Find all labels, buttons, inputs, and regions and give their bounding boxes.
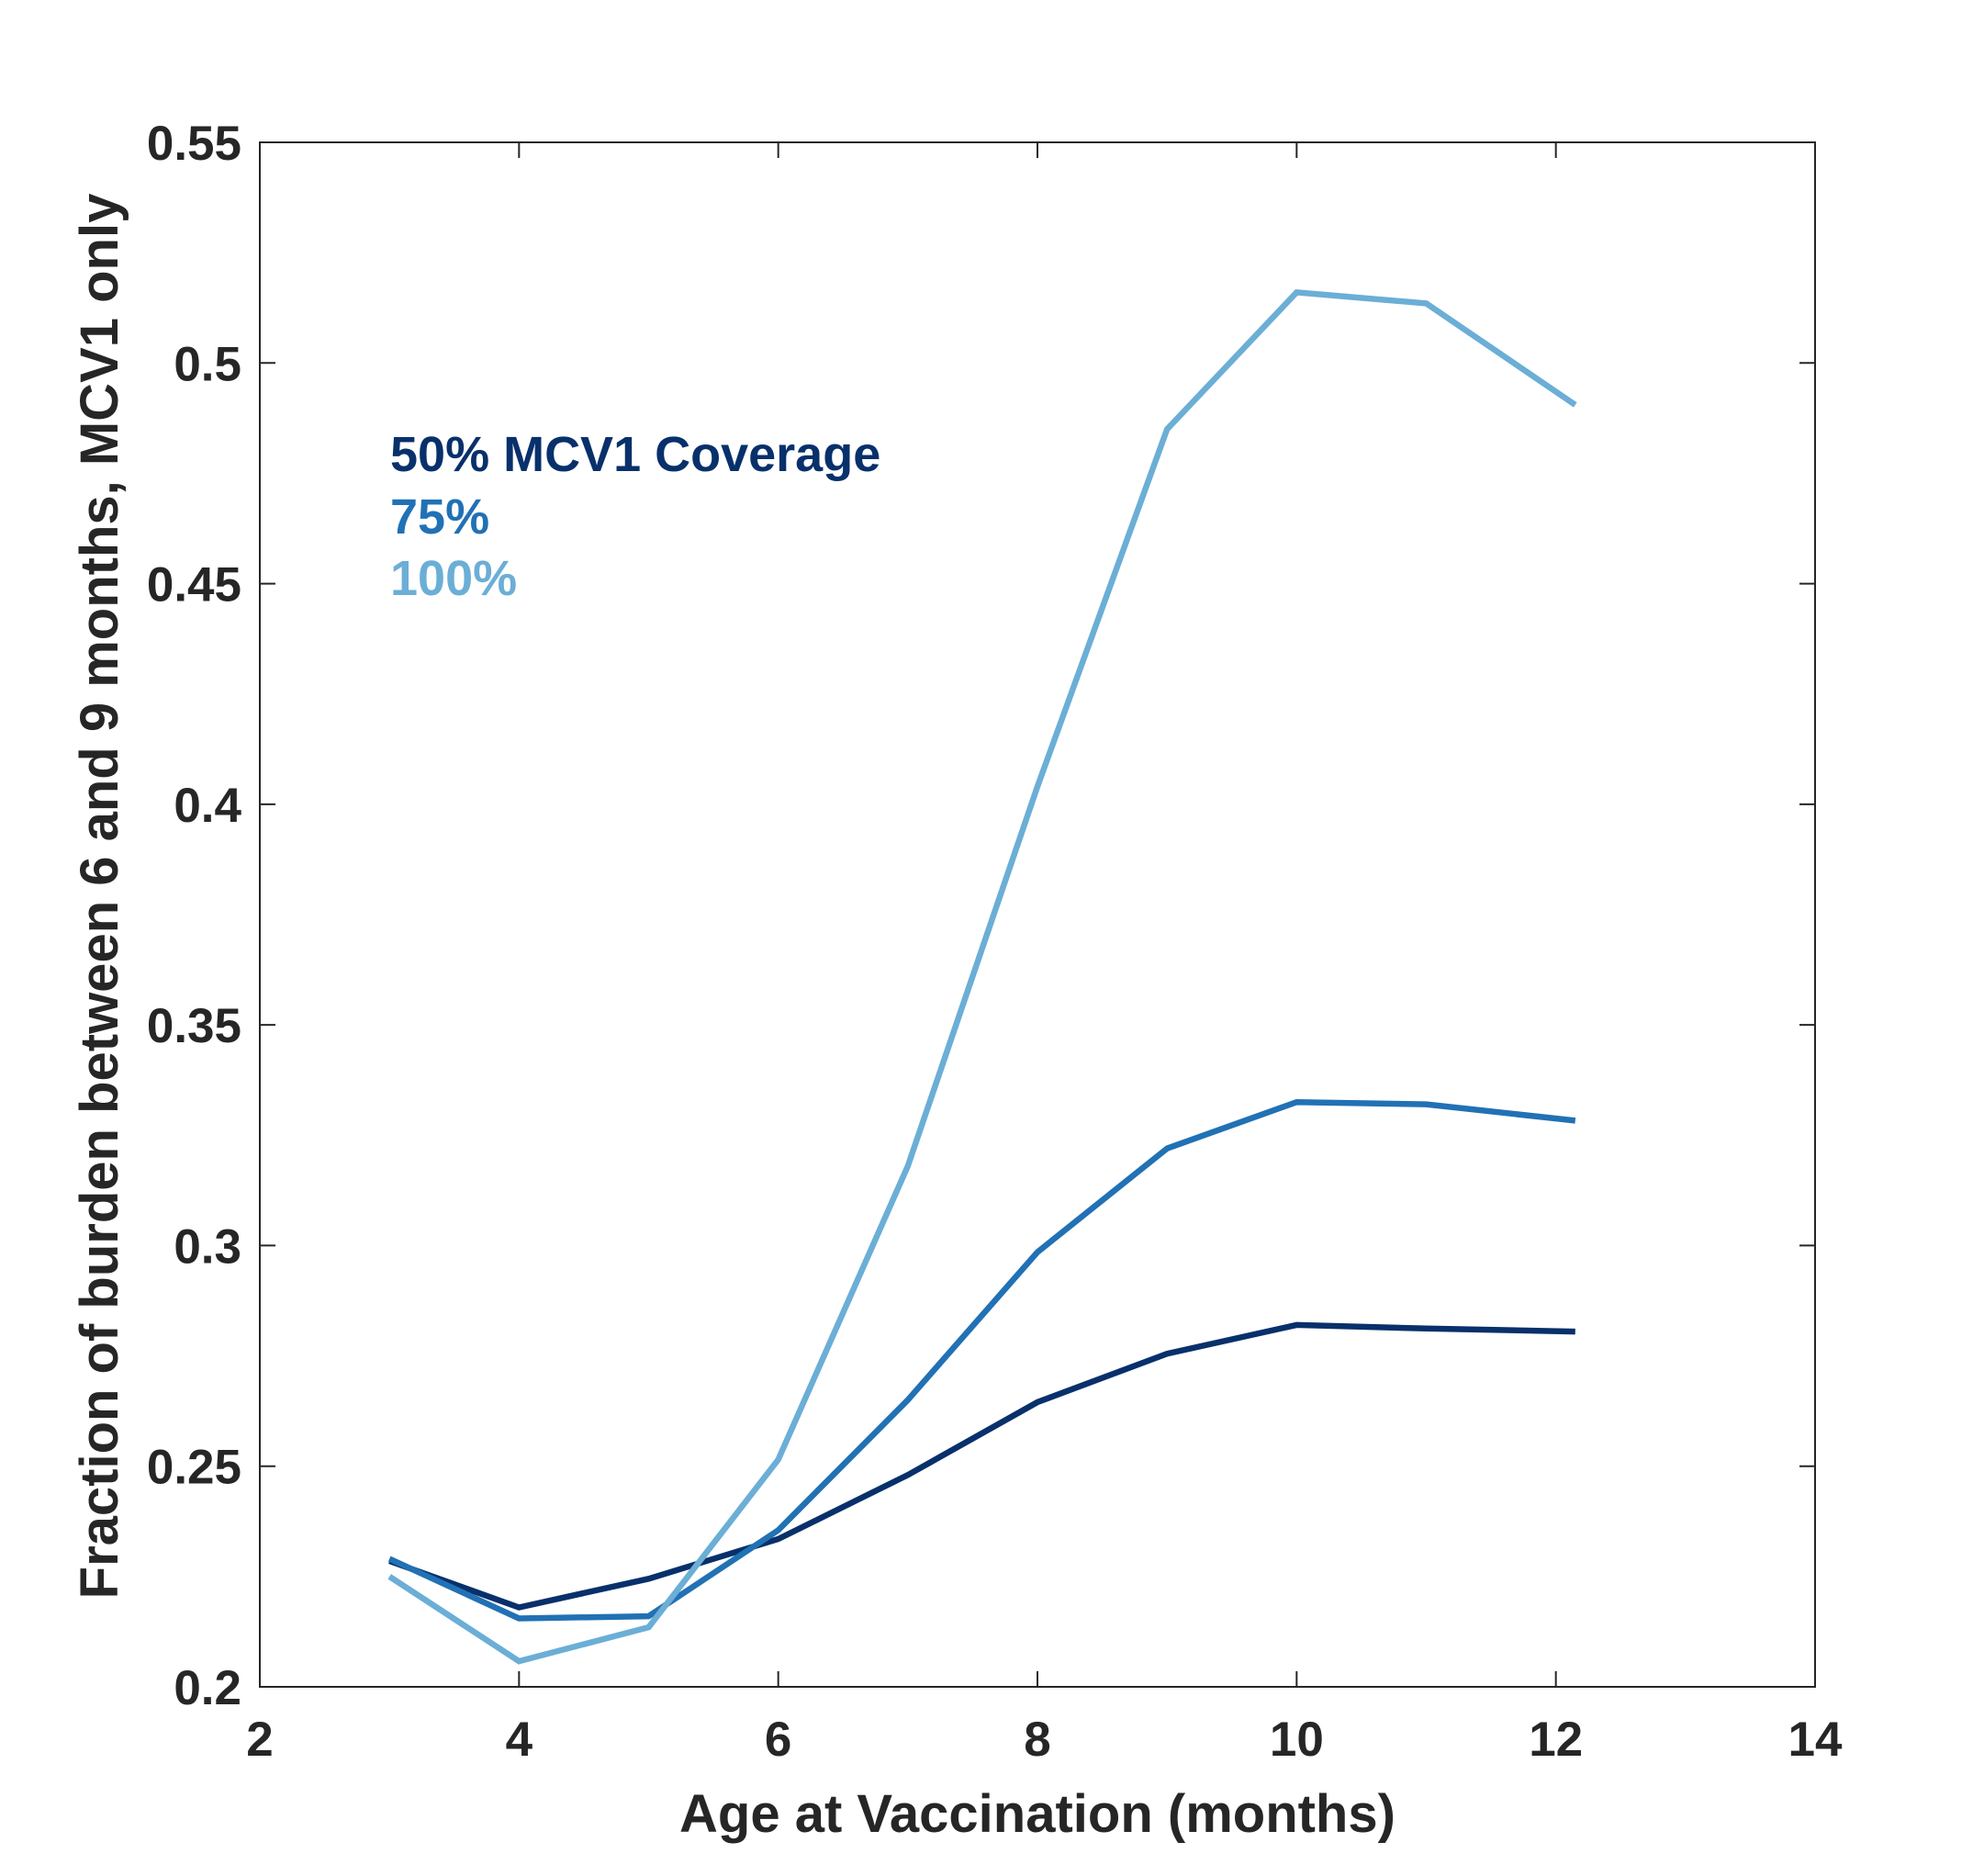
series-line-2 bbox=[387, 289, 1577, 1665]
y-tick-label: 0.4 bbox=[174, 779, 241, 833]
y-tick-label: 0.5 bbox=[174, 337, 241, 391]
y-tick-label: 0.45 bbox=[147, 558, 241, 612]
x-tick-labels: 2 4 6 8 10 12 14 bbox=[246, 1713, 1843, 1767]
y-tick-label: 0.25 bbox=[147, 1441, 241, 1495]
legend-entry-50-percent: 50% MCV1 Coverage bbox=[390, 427, 880, 482]
legend-entry-100-percent: 100% bbox=[390, 551, 517, 606]
y-tick-label: 0.3 bbox=[174, 1219, 241, 1274]
axis-ticks bbox=[259, 141, 1816, 1688]
x-tick-label: 8 bbox=[1024, 1713, 1050, 1767]
legend: 50% MCV1 Coverage 75% 100% bbox=[390, 427, 880, 606]
legend-entry-75-percent: 75% bbox=[390, 489, 489, 545]
x-axis-title: Age at Vaccination (months) bbox=[679, 1784, 1396, 1844]
x-tick-label: 4 bbox=[506, 1713, 533, 1767]
y-axis-title: Fraction of burden between 6 and 9 month… bbox=[70, 194, 129, 1600]
x-tick-label: 2 bbox=[246, 1713, 273, 1767]
x-tick-label: 6 bbox=[765, 1713, 791, 1767]
x-tick-label: 14 bbox=[1788, 1713, 1843, 1767]
y-tick-label: 0.35 bbox=[147, 999, 241, 1053]
y-tick-label: 0.55 bbox=[147, 117, 241, 171]
y-tick-labels: 0.2 0.25 0.3 0.35 0.4 0.45 0.5 0.55 bbox=[147, 117, 242, 1715]
series-line-1 bbox=[387, 1098, 1576, 1622]
x-tick-label: 12 bbox=[1529, 1713, 1583, 1767]
y-tick-label: 0.2 bbox=[174, 1661, 241, 1715]
series-line-0 bbox=[388, 1321, 1575, 1611]
x-tick-label: 10 bbox=[1270, 1713, 1324, 1767]
series-layer bbox=[387, 289, 1577, 1665]
